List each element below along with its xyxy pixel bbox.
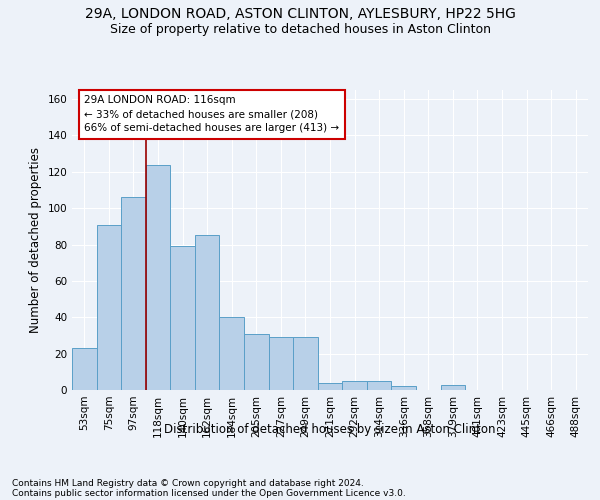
Text: 29A LONDON ROAD: 116sqm
← 33% of detached houses are smaller (208)
66% of semi-d: 29A LONDON ROAD: 116sqm ← 33% of detache…: [84, 96, 340, 134]
Bar: [342, 381, 367, 390]
Y-axis label: Number of detached properties: Number of detached properties: [29, 147, 42, 333]
Bar: [72, 348, 97, 390]
Bar: [170, 246, 195, 390]
Bar: [195, 236, 220, 390]
Text: Contains HM Land Registry data © Crown copyright and database right 2024.: Contains HM Land Registry data © Crown c…: [12, 478, 364, 488]
Bar: [269, 338, 293, 390]
Bar: [121, 198, 146, 390]
Bar: [293, 338, 318, 390]
Bar: [440, 384, 465, 390]
Bar: [391, 386, 416, 390]
Text: Size of property relative to detached houses in Aston Clinton: Size of property relative to detached ho…: [110, 22, 491, 36]
Text: Contains public sector information licensed under the Open Government Licence v3: Contains public sector information licen…: [12, 488, 406, 498]
Text: Distribution of detached houses by size in Aston Clinton: Distribution of detached houses by size …: [164, 422, 496, 436]
Bar: [97, 224, 121, 390]
Bar: [244, 334, 269, 390]
Bar: [146, 164, 170, 390]
Bar: [367, 381, 391, 390]
Bar: [318, 382, 342, 390]
Text: 29A, LONDON ROAD, ASTON CLINTON, AYLESBURY, HP22 5HG: 29A, LONDON ROAD, ASTON CLINTON, AYLESBU…: [85, 8, 515, 22]
Bar: [220, 318, 244, 390]
